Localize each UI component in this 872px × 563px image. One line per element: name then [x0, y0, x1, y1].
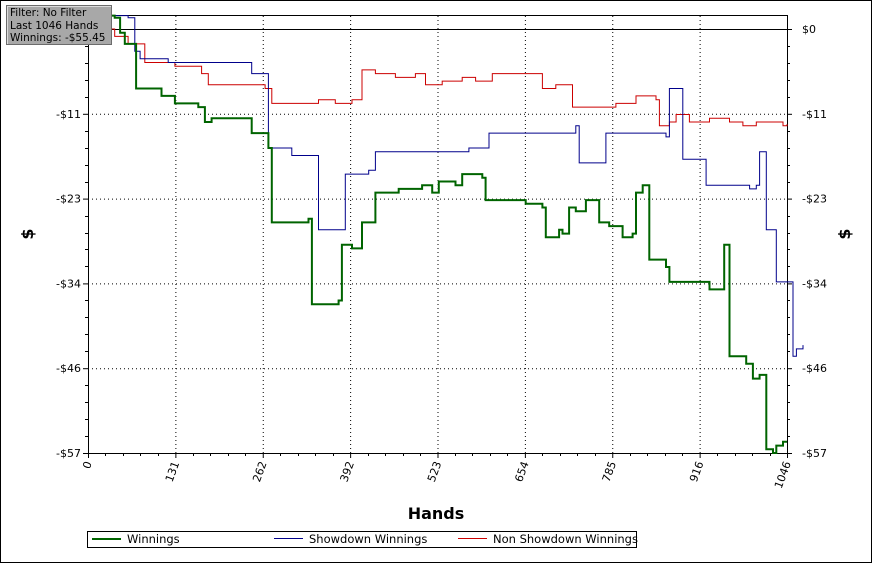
- y-axis-title-left: $: [18, 228, 37, 239]
- legend-swatch-showdown: [274, 538, 303, 539]
- legend-swatch-non-showdown: [458, 538, 487, 539]
- y-axis-title-right: $: [835, 228, 854, 239]
- legend-item-winnings: Winnings: [92, 532, 180, 547]
- y-tick-label-right: -$11: [802, 108, 827, 121]
- y-tick-label-right: -$57: [802, 447, 827, 460]
- filter-info-box: Filter: No Filter Last 1046 Hands Winnin…: [6, 5, 112, 45]
- legend-swatch-winnings: [92, 537, 121, 540]
- minor-tick-marks: [83, 29, 792, 458]
- y-tick-label-left: -$23: [56, 193, 81, 206]
- legend-label-winnings: Winnings: [127, 532, 180, 546]
- y-tick-label-right: $0: [802, 23, 816, 36]
- series-line-non-showdown-winnings: [88, 15, 788, 127]
- y-tick-label-left: -$46: [56, 362, 81, 375]
- plot-area: [88, 15, 788, 454]
- filter-label: Filter: No Filter: [10, 7, 87, 19]
- y-tick-label-left: -$11: [56, 108, 81, 121]
- legend-item-non-showdown: Non Showdown Winnings: [458, 532, 638, 547]
- legend-item-showdown: Showdown Winnings: [274, 532, 427, 547]
- series-lines: [88, 14, 804, 454]
- legend-label-showdown: Showdown Winnings: [309, 532, 428, 546]
- x-axis-title: Hands: [408, 504, 465, 523]
- y-tick-label-left: -$34: [56, 277, 81, 290]
- series-line-showdown-winnings: [88, 15, 804, 357]
- right-y-tick-labels: $0 -$11 -$23 -$34 -$46 -$57: [802, 23, 827, 460]
- series-line-winnings: [88, 14, 787, 454]
- y-tick-label-right: -$34: [802, 277, 827, 290]
- hands-count-label: Last 1046 Hands: [10, 19, 99, 32]
- y-tick-label-left: -$57: [56, 447, 81, 460]
- legend-label-non-showdown: Non Showdown Winnings: [493, 532, 638, 546]
- y-tick-label-right: -$23: [802, 193, 827, 206]
- y-tick-label-right: -$46: [802, 362, 827, 375]
- chart-legend: Winnings Showdown Winnings Non Showdown …: [87, 531, 638, 548]
- x-tick-label: 0: [80, 460, 95, 471]
- winnings-total-label: Winnings: -$55.45: [10, 32, 106, 44]
